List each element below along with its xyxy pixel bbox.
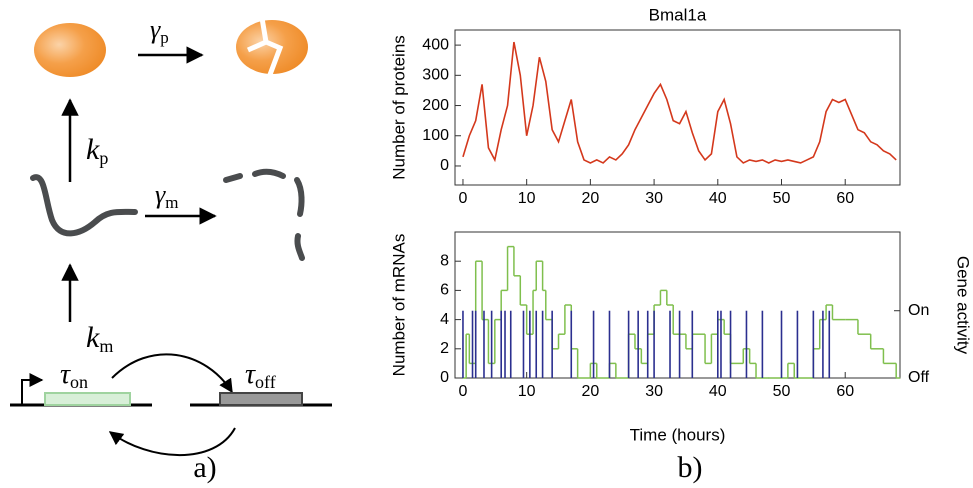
tau-on: τon (60, 359, 88, 392)
panel-label: b) (678, 451, 703, 484)
x-tick-label: 40 (709, 190, 727, 207)
x-tick-label: 50 (773, 190, 791, 207)
k-m: km (86, 321, 113, 356)
degraded-protein (236, 17, 308, 81)
k-p: kp (86, 133, 108, 168)
diagram: γp kp γm km τon τoff (10, 15, 332, 457)
y2-axis-label: Gene activity (954, 256, 973, 355)
y-tick-label: 6 (440, 282, 449, 299)
y-tick-label: 200 (422, 97, 449, 114)
arrow (111, 353, 233, 394)
x-tick-label: 60 (836, 190, 854, 207)
y2-tick-label: On (908, 302, 929, 319)
x-tick-label: 20 (581, 190, 599, 207)
x-tick-label: 50 (773, 383, 791, 400)
x-tick-label: 40 (709, 383, 727, 400)
x-tick-label: 20 (581, 383, 599, 400)
y-tick-label: 8 (440, 252, 449, 269)
gene-on (44, 392, 131, 406)
plot-frame (454, 231, 901, 379)
x-tick-label: 0 (459, 383, 468, 400)
y-tick-label: 0 (440, 369, 449, 386)
chart-title: Bmal1a (649, 5, 707, 24)
x-tick-label: 10 (518, 383, 536, 400)
gamma-p: γp (150, 15, 169, 47)
protein (34, 23, 106, 77)
tau-off: τoff (245, 359, 276, 392)
y-tick-label: 2 (440, 340, 449, 357)
plot-frame (454, 29, 901, 186)
y-tick-label: 100 (422, 127, 449, 144)
y-tick-label: 300 (422, 67, 449, 84)
y-tick-label: 0 (440, 157, 449, 174)
promoter (21, 373, 44, 405)
series-line (462, 41, 897, 164)
x-tick-label: 0 (459, 190, 468, 207)
gamma-m: γm (155, 180, 178, 212)
gene-off (219, 392, 303, 406)
y-axis-label: Number of mRNAs (389, 234, 408, 377)
x-axis-label: Time (hours) (630, 425, 726, 444)
y-axis-label: Number of proteins (389, 35, 408, 180)
chart: Bmal1a 0 10 20 30 40 50 60 0 100 200 300 400 Number o… (389, 5, 901, 207)
mrna (30, 174, 138, 237)
arrow (108, 427, 236, 457)
x-tick-label: 30 (645, 190, 663, 207)
x-tick-label: 60 (836, 383, 854, 400)
y2-tick-label: Off (908, 369, 930, 386)
y-tick-label: 400 (422, 36, 449, 53)
x-tick-label: 30 (645, 383, 663, 400)
chart: 0 10 20 30 40 50 60 0 2 4 6 8 Off On Number of mRNAs Ge… (389, 231, 973, 444)
panel-label: a) (193, 451, 216, 484)
y-tick-label: 4 (440, 311, 449, 328)
x-tick-label: 10 (518, 190, 536, 207)
degraded-mrna (223, 168, 305, 261)
